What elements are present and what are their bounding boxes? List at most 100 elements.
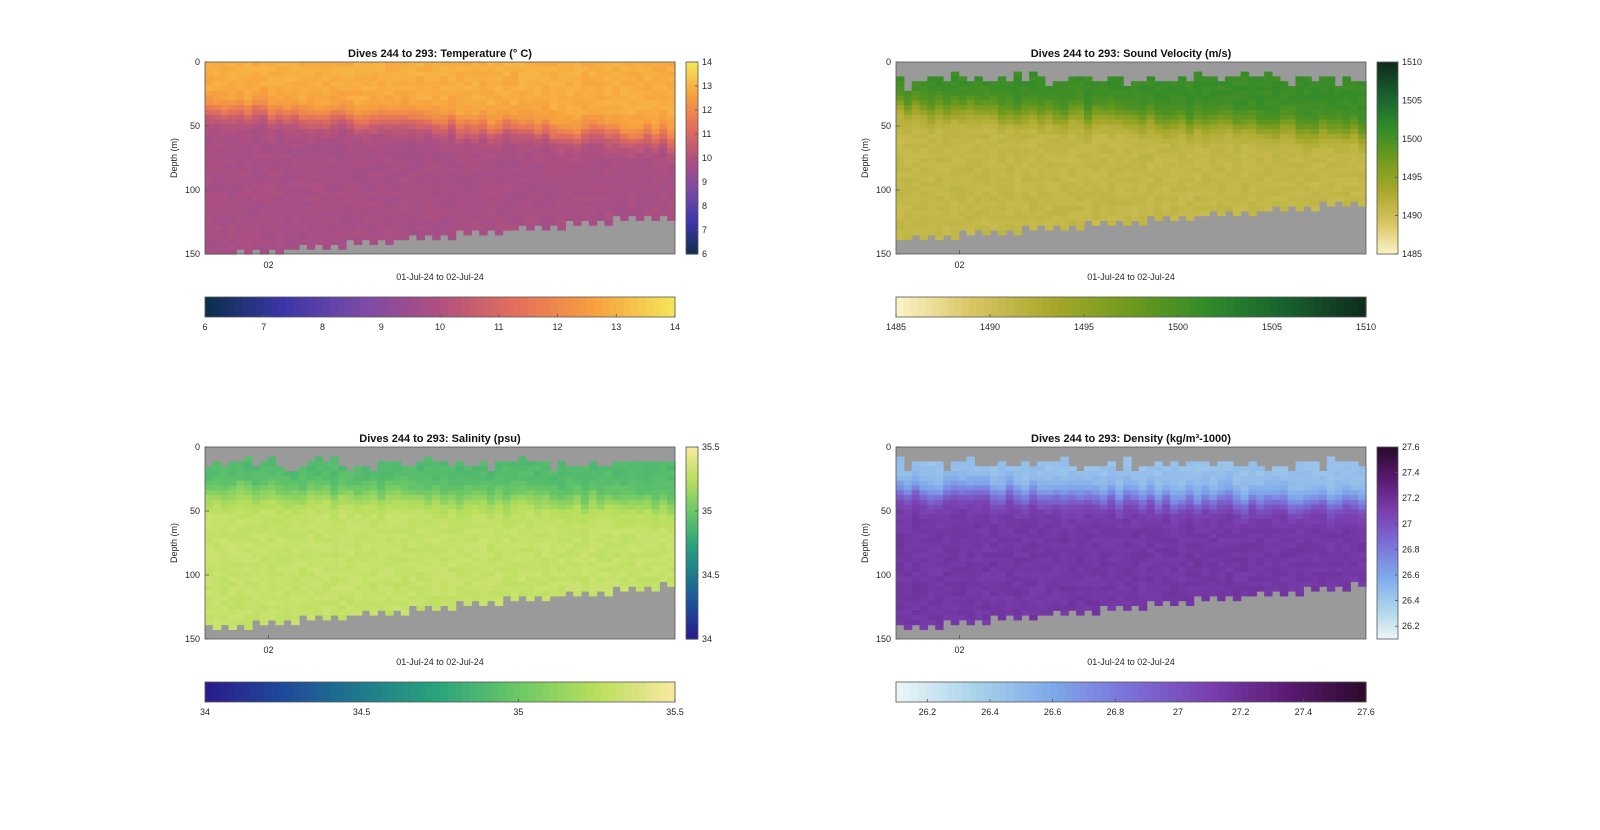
heatmap-cell — [911, 215, 921, 221]
heatmap-cell — [471, 86, 480, 92]
heatmap-cell — [549, 201, 559, 207]
heatmap-cell — [990, 129, 999, 135]
heatmap-cell — [236, 119, 245, 125]
colorbar-side-segment — [1377, 62, 1398, 66]
heatmap-cell — [236, 225, 245, 231]
heatmap-cell — [432, 167, 441, 173]
heatmap-cell — [205, 71, 214, 77]
heatmap-cell — [1091, 81, 1101, 87]
heatmap-cell — [943, 143, 952, 149]
heatmap-cell — [628, 90, 637, 97]
heatmap-cell — [463, 186, 472, 193]
heatmap-cell — [1060, 100, 1069, 106]
heatmap-cell — [1123, 206, 1132, 212]
heatmap-cell — [205, 220, 214, 226]
heatmap-cell — [236, 499, 245, 506]
heatmap-cell — [267, 571, 277, 578]
heatmap-cell — [1358, 105, 1367, 111]
heatmap-cell — [338, 105, 347, 111]
heatmap-cell — [275, 162, 284, 169]
heatmap-cell — [236, 244, 245, 250]
heatmap-cell — [982, 129, 991, 135]
heatmap-cell — [244, 62, 253, 68]
heatmap-cell — [1193, 105, 1203, 111]
heatmap-cell — [338, 499, 347, 506]
colorbar-bottom-tick-label: 8 — [320, 322, 325, 332]
heatmap-cell — [283, 490, 292, 496]
heatmap-cell — [635, 81, 645, 87]
heatmap-cell — [306, 523, 316, 530]
heatmap-cell — [299, 215, 308, 221]
heatmap-cell — [1311, 124, 1320, 130]
heatmap-cell — [236, 461, 245, 467]
y-tick-label: 0 — [886, 57, 891, 67]
heatmap-cell — [228, 201, 237, 207]
heatmap-cell — [346, 196, 355, 202]
heatmap-cell — [596, 215, 606, 221]
heatmap-cell — [604, 95, 613, 101]
heatmap-cell — [259, 105, 269, 111]
heatmap-cell — [974, 210, 983, 217]
heatmap-cell — [1021, 95, 1030, 101]
heatmap-cell — [424, 138, 433, 145]
heatmap-cell — [1076, 210, 1085, 217]
heatmap-cell — [205, 100, 214, 106]
heatmap-cell — [1209, 206, 1218, 212]
heatmap-cell — [299, 134, 308, 140]
heatmap-cell — [299, 485, 308, 491]
heatmap-cell — [494, 62, 504, 68]
heatmap-cell — [1068, 158, 1077, 164]
heatmap-cell — [353, 239, 363, 245]
heatmap-cell — [220, 182, 230, 188]
heatmap-cell — [283, 191, 292, 197]
heatmap-cell — [950, 124, 960, 130]
heatmap-cell — [385, 191, 394, 197]
heatmap-cell — [620, 105, 629, 111]
heatmap-cell — [573, 138, 582, 145]
heatmap-cell — [628, 191, 637, 197]
heatmap-cell — [393, 234, 402, 241]
heatmap-cell — [943, 167, 952, 173]
heatmap-cell — [353, 571, 363, 578]
heatmap-cell — [494, 95, 504, 101]
heatmap-cell — [588, 196, 598, 202]
heatmap-cell — [1005, 100, 1015, 106]
heatmap-cell — [1256, 148, 1265, 154]
heatmap-cell — [338, 543, 347, 549]
heatmap-cell — [997, 177, 1007, 183]
heatmap-cell — [982, 177, 991, 183]
heatmap-cell — [338, 471, 347, 477]
heatmap-cell — [330, 538, 339, 544]
heatmap-cell — [1256, 162, 1265, 169]
heatmap-cell — [212, 220, 222, 226]
heatmap-cell — [330, 586, 339, 592]
heatmap-cell — [1162, 105, 1171, 111]
heatmap-cell — [667, 210, 676, 217]
colorbar-side-segment — [686, 227, 698, 231]
heatmap-cell — [275, 182, 284, 188]
heatmap-cell — [267, 523, 277, 530]
heatmap-cell — [244, 158, 253, 164]
heatmap-cell — [927, 105, 936, 111]
heatmap-cell — [1193, 110, 1203, 116]
heatmap-cell — [982, 138, 991, 145]
heatmap-cell — [1084, 167, 1093, 173]
heatmap-cell — [338, 177, 347, 183]
heatmap-cell — [314, 610, 324, 616]
heatmap-cell — [1295, 100, 1304, 106]
heatmap-cell — [1084, 76, 1093, 82]
heatmap-cell — [220, 90, 230, 97]
heatmap-cell — [1248, 191, 1257, 197]
heatmap-cell — [659, 114, 668, 121]
heatmap-cell — [659, 167, 668, 173]
heatmap-cell — [455, 100, 465, 106]
heatmap-cell — [306, 610, 316, 616]
heatmap-cell — [369, 62, 378, 68]
heatmap-cell — [346, 186, 355, 193]
heatmap-cell — [596, 86, 606, 92]
heatmap-cell — [408, 196, 418, 202]
heatmap-cell — [588, 62, 598, 68]
heatmap-cell — [1037, 105, 1046, 111]
heatmap-cell — [1178, 105, 1187, 111]
heatmap-cell — [1060, 201, 1069, 207]
